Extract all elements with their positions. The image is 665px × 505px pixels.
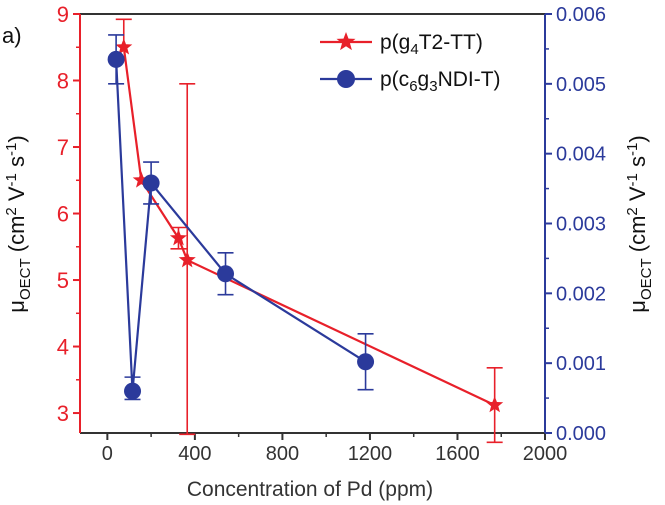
- legend-label-part: p(c: [380, 68, 409, 91]
- legend-label-part: 4: [410, 41, 418, 58]
- data-point-circle: [217, 265, 235, 283]
- y-tick-label-right: 0.004: [556, 144, 606, 166]
- axes: 0 400 800 1200 1600 2000 3 4 5 6 7 8 9 0.000 0.001 0.00…: [57, 2, 606, 465]
- legend-label-part: 6: [409, 78, 417, 95]
- y-tick-label-left: 3: [57, 401, 69, 426]
- y-axis-title-part: -1: [624, 173, 641, 186]
- y-tick-label-left: 7: [57, 135, 69, 160]
- data-point-star: [132, 171, 150, 188]
- y-axis-title-left: μOECT (cm2 V-1 s-1): [3, 135, 34, 312]
- y-axis-title-part: -1: [3, 173, 20, 186]
- legend-star-icon: [336, 32, 356, 51]
- y-tick-label-right: 0.001: [556, 353, 606, 375]
- y-axis-title-part: ): [625, 135, 650, 142]
- legend: p(g4T2-TT) p(c6g3NDI-T): [320, 31, 501, 95]
- y-axis-title-part: (cm: [4, 216, 29, 259]
- x-tick-label: 0: [102, 443, 113, 465]
- y-tick-label-right: 0.006: [556, 4, 606, 26]
- y-axis-title-part: V: [4, 186, 29, 207]
- y-axis-title-part: μ: [4, 300, 29, 313]
- x-axis-title: Concentration of Pd (ppm): [187, 478, 433, 501]
- legend-label-part: 3: [429, 78, 437, 95]
- data-point-star: [486, 396, 504, 413]
- legend-label-part: T2-TT): [419, 31, 483, 54]
- data-point-circle: [142, 174, 160, 192]
- panel-label: a): [2, 23, 22, 48]
- y-axis-title-part: -1: [3, 143, 20, 156]
- data-point-star: [169, 229, 187, 246]
- y-axis-title-part: ): [4, 135, 29, 142]
- y-tick-label-right: 0.000: [556, 423, 606, 445]
- data-point-circle: [107, 50, 125, 68]
- legend-label-part: g: [418, 68, 430, 91]
- series-line: [122, 47, 496, 407]
- legend-label-part: NDI-T): [438, 68, 501, 91]
- y-tick-label-left: 5: [57, 268, 69, 293]
- legend-circle-icon: [337, 70, 355, 88]
- y-tick-label-left: 6: [57, 202, 69, 227]
- y-axis-title-part: V: [625, 186, 650, 207]
- y-tick-label-left: 9: [57, 2, 69, 27]
- x-tick-label: 800: [266, 443, 299, 465]
- y-axis-title-part: (cm: [625, 216, 650, 259]
- x-tick-label: 400: [178, 443, 211, 465]
- series-line: [115, 59, 367, 392]
- data-point-circle: [124, 382, 142, 400]
- series-2: [107, 34, 375, 401]
- data-point-star: [115, 38, 133, 55]
- y-axis-title-right: μOECT (cm2 V-1 s-1): [624, 135, 655, 312]
- y-axis-title-text: μOECT (cm2 V-1 s-1): [624, 135, 655, 312]
- y-axis-title-part: μ: [625, 300, 650, 313]
- y-axis-title-part: -1: [624, 143, 641, 156]
- y-tick-label-left: 4: [57, 335, 69, 360]
- y-axis-title-part: s: [625, 156, 650, 173]
- legend-label-part: p(g: [380, 31, 410, 54]
- x-tick-label: 1200: [348, 443, 393, 465]
- x-tick-label: 1600: [435, 443, 480, 465]
- y-axis-title-part: 2: [624, 207, 641, 215]
- y-axis-title-part: 2: [3, 207, 20, 215]
- series-1: [115, 18, 504, 444]
- legend-label: p(g4T2-TT): [380, 31, 483, 58]
- y-tick-label-right: 0.002: [556, 283, 606, 305]
- x-tick-label: 2000: [523, 443, 568, 465]
- y-tick-label-right: 0.005: [556, 74, 606, 96]
- data-point-star: [178, 251, 196, 268]
- y-axis-title-part: OECT: [638, 258, 655, 300]
- y-tick-label-right: 0.003: [556, 214, 606, 236]
- y-tick-label-left: 8: [57, 69, 69, 94]
- series-layer: [107, 18, 504, 444]
- y-axis-title-part: OECT: [17, 258, 34, 300]
- data-point-circle: [357, 353, 375, 371]
- legend-label: p(c6g3NDI-T): [380, 68, 501, 95]
- y-axis-title-part: s: [4, 156, 29, 173]
- y-axis-title-text: μOECT (cm2 V-1 s-1): [3, 135, 34, 312]
